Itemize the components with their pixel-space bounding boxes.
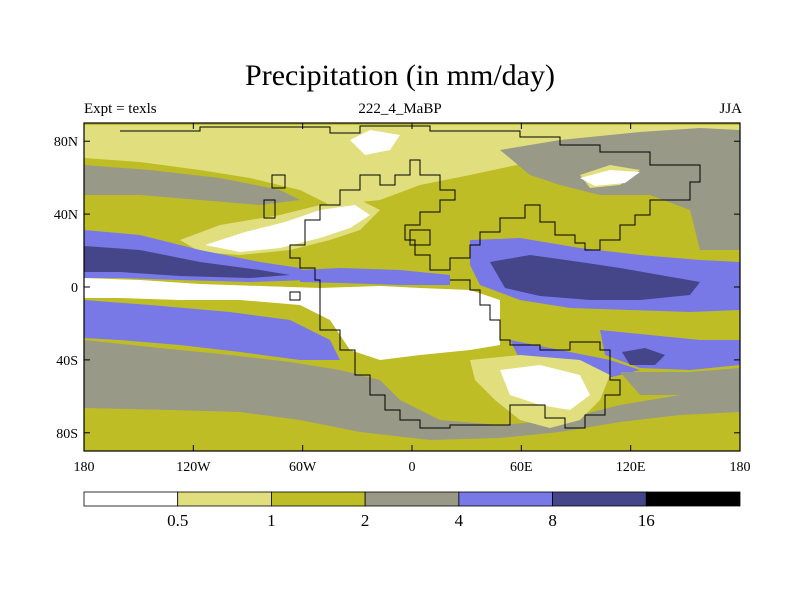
n-blue-mid-atlantic [300,268,450,285]
colorbar-label: 8 [548,511,557,530]
coastline-africa [319,279,621,429]
axis-ticks: 180 120W 60W 0 60E 120E 180 80N 40N 0 40S 80S [54,123,751,475]
y-tick-label: 80N [54,135,78,150]
x-tick-label: 180 [74,460,95,475]
s-blue-band [84,300,340,360]
s-lower-olive [84,410,740,451]
precipitation-contours [84,123,740,451]
coastlines [120,125,701,429]
colorbar-swatch [645,491,741,507]
x-tick-label: 60W [289,460,317,475]
colorbar-label: 16 [638,511,655,530]
y-tick-label: 40S [56,354,78,369]
colorbar-swatch [458,491,553,507]
coastline-island-2 [263,199,276,219]
coastline-north [120,125,701,290]
y-tick-label: 40N [54,208,78,223]
north-gray-band-west [84,165,300,205]
itcz-dark-east [490,255,700,300]
n-white-desert-west [205,205,370,252]
colorbar-swatch [364,491,460,507]
y-tick-label: 0 [71,281,78,296]
colorbar-label: 2 [361,511,370,530]
coastline-island-4 [289,291,301,301]
colorbar-label: 1 [267,511,276,530]
equator-white-band [84,278,500,360]
s-gray-band [84,340,740,440]
itcz-dark-west [84,246,290,278]
colorbar-swatch [271,491,366,507]
colorbar-swatch [552,491,647,507]
north-gray-band-east [500,128,740,250]
colorbar-label: 0.5 [167,511,188,530]
n-white-spots [350,130,400,155]
north-gray-arctic [560,150,740,200]
colorbar: 0.5 1 2 4 8 16 [83,491,741,530]
map-title: Precipitation (in mm/day) [245,59,555,92]
period-label: 222_4_MaBP [358,101,442,117]
x-tick-label: 180 [730,460,751,475]
s-gray-band-east [620,368,740,395]
coastline-island-3 [409,229,431,246]
s-white-patch [500,365,590,410]
y-tick-label: 80S [56,427,78,442]
x-tick-label: 120W [176,460,211,475]
colorbar-label: 4 [455,511,464,530]
s-darkblue-blob [622,348,665,365]
coastline-island-1 [271,174,286,189]
season-label: JJA [719,101,742,117]
n-white-arctic [580,170,640,186]
x-tick-label: 120E [616,460,646,475]
x-tick-label: 60E [510,460,533,475]
colorbar-swatch [177,491,272,507]
x-tick-label: 0 [409,460,416,475]
colorbar-swatch [83,491,179,507]
experiment-label: Expt = texls [84,101,157,117]
